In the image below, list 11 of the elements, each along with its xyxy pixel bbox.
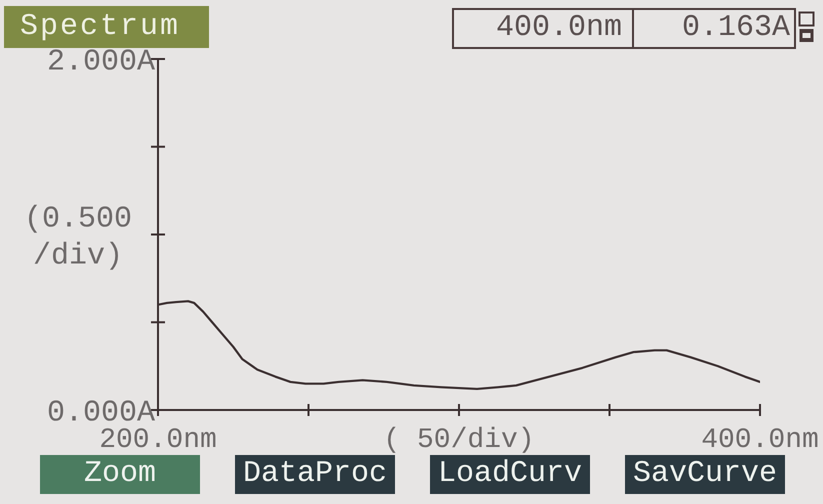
y-tick-label: 2.000A bbox=[46, 46, 155, 80]
x-tick-label: 400.0nm bbox=[701, 425, 819, 456]
readout-field: 400.0nm 0.163A bbox=[452, 8, 796, 49]
softkey-button: Zoom bbox=[40, 455, 200, 494]
softkey-button: DataProc bbox=[235, 455, 395, 494]
x-axis-title: ( 50/div) bbox=[383, 425, 535, 456]
softkey-button: SavCurve bbox=[625, 455, 785, 494]
title-tab: Spectrum bbox=[4, 6, 209, 48]
x-tick-label: 200.0nm bbox=[99, 425, 217, 456]
y-axis-title: (0.500 /div) bbox=[24, 202, 132, 274]
softkey-button: LoadCurv bbox=[430, 455, 590, 494]
